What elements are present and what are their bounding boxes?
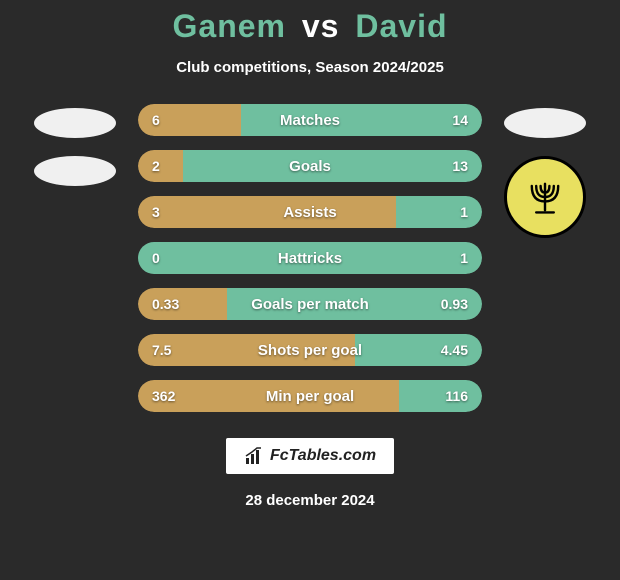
stat-bar: 7.5Shots per goal4.45: [138, 334, 482, 366]
player2-flag-placeholder: [504, 108, 586, 138]
date-text: 28 december 2024: [245, 492, 374, 509]
menorah-icon: [523, 175, 567, 219]
chart-icon: [244, 446, 264, 466]
stat-label: Matches: [138, 112, 482, 129]
player2-club-badge: [504, 156, 586, 238]
stat-value-right: 0.93: [441, 296, 468, 312]
stat-label: Goals per match: [138, 296, 482, 313]
stat-label: Shots per goal: [138, 342, 482, 359]
stat-label: Goals: [138, 158, 482, 175]
stat-value-right: 116: [445, 388, 468, 404]
stat-bar: 6Matches14: [138, 104, 482, 136]
stat-bar: 2Goals13: [138, 150, 482, 182]
stat-label: Hattricks: [138, 250, 482, 267]
stat-value-right: 1: [460, 250, 468, 266]
stat-label: Min per goal: [138, 388, 482, 405]
stat-value-right: 4.45: [441, 342, 468, 358]
subtitle: Club competitions, Season 2024/2025: [176, 59, 444, 76]
title: Ganem vs David: [173, 8, 448, 45]
vs-text: vs: [302, 8, 340, 44]
comparison-card: Ganem vs David Club competitions, Season…: [0, 0, 620, 580]
footer-logo[interactable]: FcTables.com: [226, 438, 394, 474]
footer-brand: FcTables.com: [270, 447, 376, 465]
stat-label: Assists: [138, 204, 482, 221]
stat-bar: 362Min per goal116: [138, 380, 482, 412]
stat-value-right: 13: [452, 158, 468, 174]
stat-bars: 6Matches14 2Goals13 3Assists1 0Hattricks1 0.…: [138, 104, 482, 412]
player1-flag-placeholder: [34, 108, 116, 138]
main-row: 6Matches14 2Goals13 3Assists1 0Hattricks1 0.…: [0, 104, 620, 412]
player1-club-placeholder: [34, 156, 116, 186]
stat-bar: 0Hattricks1: [138, 242, 482, 274]
player2-name: David: [355, 8, 447, 44]
stat-value-right: 1: [460, 204, 468, 220]
stat-bar: 0.33Goals per match0.93: [138, 288, 482, 320]
stat-bar: 3Assists1: [138, 196, 482, 228]
player1-name: Ganem: [173, 8, 286, 44]
left-badges: [30, 104, 120, 186]
right-badges: [500, 104, 590, 238]
stat-value-right: 14: [452, 112, 468, 128]
